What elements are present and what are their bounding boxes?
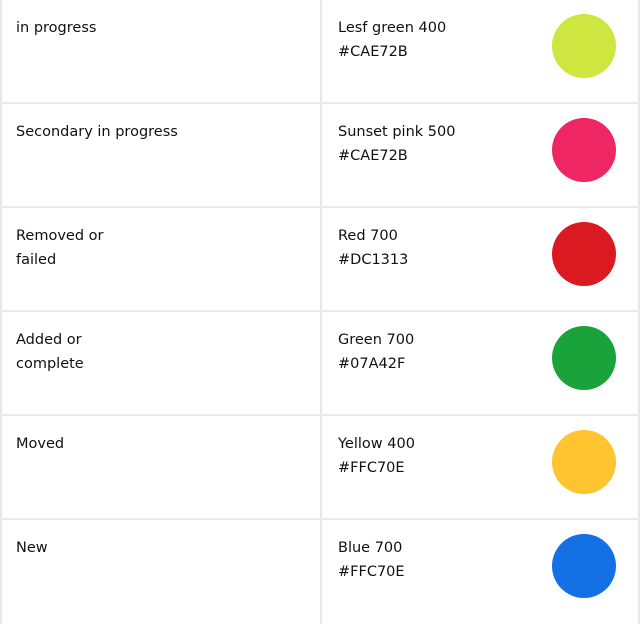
- color-code: #CAE72B: [338, 44, 408, 60]
- status-label-line-1: Secondary in progress: [16, 124, 178, 140]
- table-row: Added or complete Green 700 #07A42F: [2, 312, 638, 416]
- color-cell: Sunset pink 500 #CAE72B: [322, 104, 638, 206]
- color-cell: Green 700 #07A42F: [322, 312, 638, 414]
- color-code: #CAE72B: [338, 148, 408, 164]
- color-swatch: [552, 534, 616, 598]
- status-label-line-1: Added or: [16, 332, 82, 348]
- color-code: #FFC70E: [338, 460, 405, 476]
- color-swatch: [552, 118, 616, 182]
- status-label-line-1: Removed or: [16, 228, 104, 244]
- color-code: #07A42F: [338, 356, 406, 372]
- table-row: in progress Lesf green 400 #CAE72B: [2, 0, 638, 104]
- status-cell: Moved: [2, 416, 322, 518]
- status-label-line-1: in progress: [16, 20, 97, 36]
- status-label-line-2: complete: [16, 356, 84, 372]
- table-row: New Blue 700 #FFC70E: [2, 520, 638, 624]
- status-label-line-1: New: [16, 540, 48, 556]
- color-cell: Red 700 #DC1313: [322, 208, 638, 310]
- status-label-line-2: failed: [16, 252, 57, 268]
- color-name: Sunset pink 500: [338, 124, 456, 140]
- color-name: Green 700: [338, 332, 415, 348]
- color-swatch: [552, 14, 616, 78]
- color-swatch: [552, 222, 616, 286]
- table-row: Removed or failed Red 700 #DC1313: [2, 208, 638, 312]
- color-code: #DC1313: [338, 252, 409, 268]
- color-name: Blue 700: [338, 540, 403, 556]
- status-cell: Removed or failed: [2, 208, 322, 310]
- color-cell: Lesf green 400 #CAE72B: [322, 0, 638, 102]
- color-swatch: [552, 326, 616, 390]
- status-label-line-1: Moved: [16, 436, 65, 452]
- color-name: Red 700: [338, 228, 398, 244]
- status-cell: in progress: [2, 0, 322, 102]
- table-row: Moved Yellow 400 #FFC70E: [2, 416, 638, 520]
- status-cell: Added or complete: [2, 312, 322, 414]
- table-row: Secondary in progress Sunset pink 500 #C…: [2, 104, 638, 208]
- color-cell: Blue 700 #FFC70E: [322, 520, 638, 624]
- color-swatch: [552, 430, 616, 494]
- color-code: #FFC70E: [338, 564, 405, 580]
- status-cell: New: [2, 520, 322, 624]
- status-cell: Secondary in progress: [2, 104, 322, 206]
- color-cell: Yellow 400 #FFC70E: [322, 416, 638, 518]
- color-name: Lesf green 400: [338, 20, 447, 36]
- color-name: Yellow 400: [338, 436, 415, 452]
